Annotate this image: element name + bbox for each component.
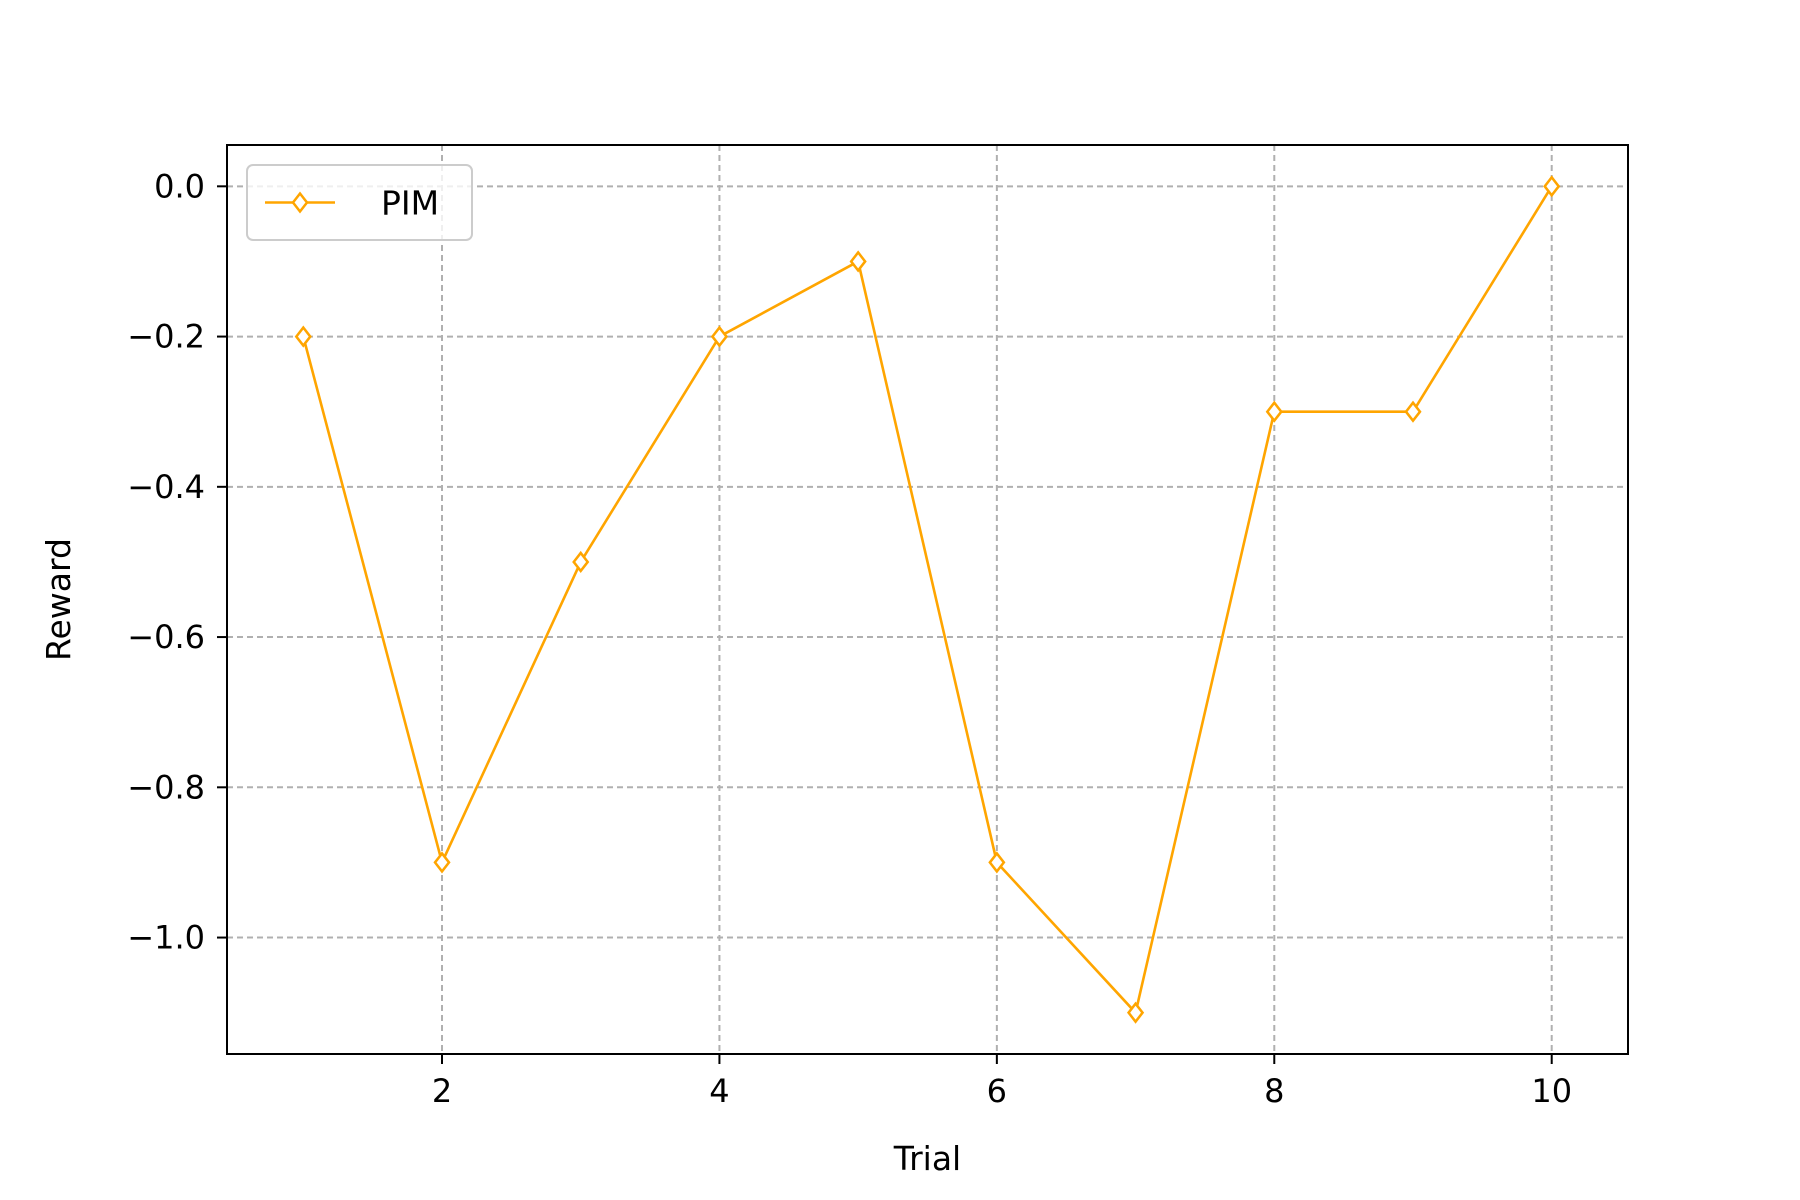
- legend-label: PIM: [381, 184, 439, 223]
- x-tick-label: 2: [432, 1072, 452, 1110]
- grid-lines: [227, 145, 1628, 1054]
- y-axis-label: Reward: [39, 538, 78, 661]
- plot-area-frame: [226, 144, 1629, 1055]
- x-tick-label: 8: [1264, 1072, 1284, 1110]
- data-point: [433, 851, 451, 874]
- y-tick-label: −0.4: [127, 468, 205, 506]
- x-tick-label: 10: [1531, 1072, 1572, 1110]
- x-axis-ticks: 2 4 6 8 10: [432, 1054, 1572, 1110]
- data-point: [1126, 1001, 1145, 1024]
- legend: PIM: [246, 164, 473, 241]
- y-tick-label: −0.6: [127, 618, 205, 656]
- data-point: [294, 325, 312, 348]
- x-tick-label: 4: [709, 1072, 729, 1110]
- x-tick-label: 6: [987, 1072, 1007, 1110]
- data-point: [710, 325, 729, 348]
- y-tick-label: −0.2: [127, 318, 205, 356]
- y-tick-label: −1.0: [127, 919, 205, 957]
- data-point: [988, 851, 1006, 874]
- y-axis-ticks: 0.0 −0.2 −0.4 −0.6 −0.8 −1.0: [127, 167, 227, 957]
- x-axis-label: Trial: [893, 1139, 961, 1178]
- y-tick-label: 0.0: [154, 167, 205, 205]
- data-point: [1543, 175, 1561, 198]
- series-layer: [294, 175, 1561, 1024]
- data-point: [572, 550, 590, 573]
- data-point: [849, 250, 867, 273]
- series-line: [302, 185, 1553, 1014]
- data-point: [1265, 400, 1283, 423]
- y-tick-label: −0.8: [127, 768, 205, 806]
- legend-marker: [291, 191, 309, 214]
- data-point: [1404, 400, 1422, 423]
- legend-box: [246, 164, 473, 241]
